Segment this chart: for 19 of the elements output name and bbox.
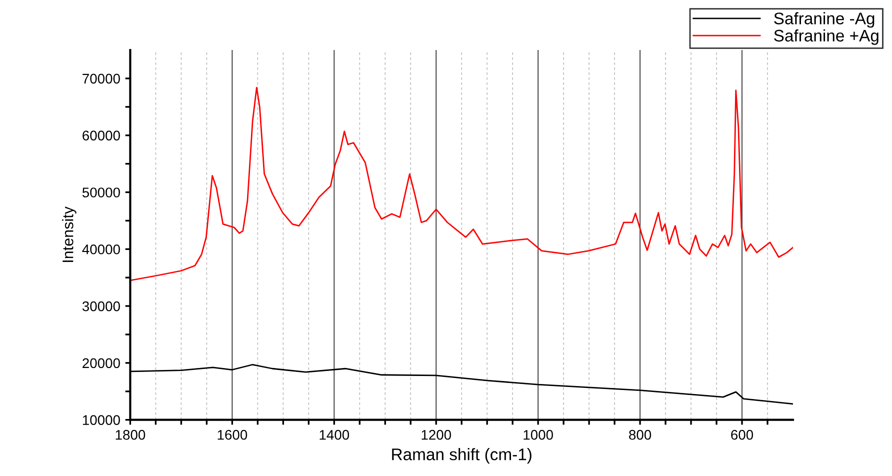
- y-tick-label: 20000: [82, 358, 120, 368]
- legend-label: Safranine -Ag: [774, 12, 874, 28]
- x-axis-title: Raman shift (cm-1): [392, 448, 532, 464]
- x-tick-label: 1400: [320, 430, 350, 440]
- x-tick-label: 1200: [422, 430, 452, 440]
- line-series: [130, 86, 793, 282]
- y-tick-label: 30000: [82, 301, 120, 312]
- x-tick-label: 800: [629, 430, 652, 440]
- y-axis-title: Intensity: [62, 206, 76, 262]
- y-tick-label: 60000: [82, 130, 120, 140]
- x-tick-label: 600: [731, 430, 754, 440]
- y-tick-label: 40000: [82, 244, 120, 254]
- x-tick-label: 1000: [524, 430, 553, 440]
- x-tick-label: 1800: [116, 430, 146, 440]
- legend-label: Safranine +Ag: [774, 29, 878, 45]
- y-tick-label: 70000: [82, 74, 120, 84]
- x-tick-label: 1600: [218, 430, 248, 440]
- y-tick-label: 50000: [82, 188, 120, 198]
- y-tick-label: 10000: [82, 415, 120, 425]
